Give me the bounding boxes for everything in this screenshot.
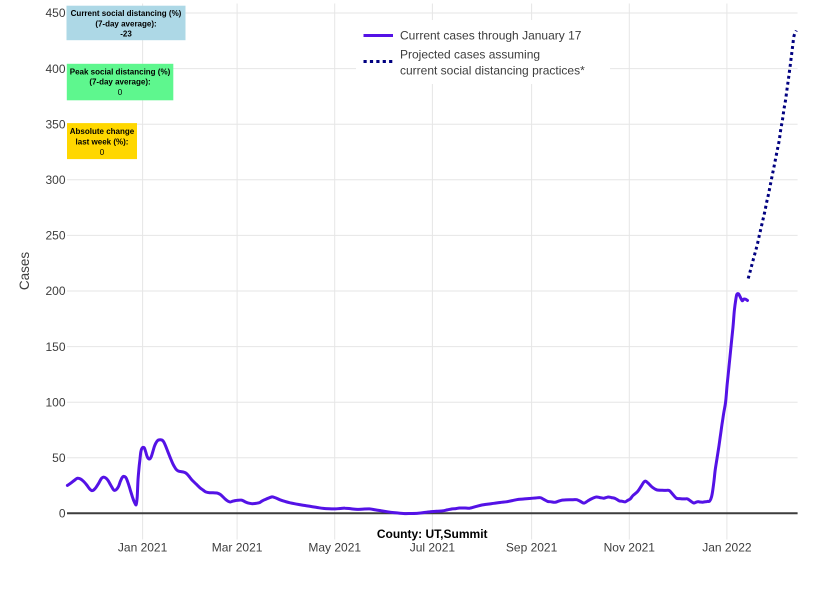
svg-text:(7-day average):: (7-day average): [95, 19, 156, 28]
svg-text:Current social distancing (%): Current social distancing (%) [71, 9, 182, 18]
svg-text:350: 350 [45, 117, 65, 131]
svg-text:150: 150 [45, 340, 65, 354]
svg-text:450: 450 [45, 6, 65, 20]
svg-text:200: 200 [45, 284, 65, 298]
svg-text:Projected cases assuming: Projected cases assuming [400, 47, 540, 61]
svg-text:400: 400 [45, 62, 65, 76]
svg-text:Jul 2021: Jul 2021 [410, 541, 456, 555]
svg-text:Cases: Cases [17, 252, 32, 291]
svg-text:0: 0 [59, 507, 66, 521]
svg-text:Sep 2021: Sep 2021 [506, 541, 558, 555]
svg-text:300: 300 [45, 173, 65, 187]
svg-text:current social distancing prac: current social distancing practices* [400, 64, 585, 78]
svg-text:0: 0 [118, 88, 123, 97]
svg-text:100: 100 [45, 395, 65, 409]
svg-text:Current cases through January: Current cases through January 17 [400, 29, 582, 43]
svg-text:50: 50 [52, 451, 66, 465]
svg-text:Jan 2021: Jan 2021 [118, 541, 168, 555]
svg-text:Nov 2021: Nov 2021 [604, 541, 656, 555]
svg-text:last week (%):: last week (%): [76, 138, 129, 147]
svg-text:Peak social distancing (%): Peak social distancing (%) [70, 67, 171, 76]
svg-text:250: 250 [45, 229, 65, 243]
svg-text:(7-day average):: (7-day average): [89, 78, 150, 87]
svg-text:May 2021: May 2021 [308, 541, 361, 555]
svg-text:-23: -23 [120, 30, 132, 39]
svg-text:Jan 2022: Jan 2022 [702, 541, 752, 555]
svg-text:County: UT,Summit: County: UT,Summit [377, 527, 488, 541]
svg-text:Mar 2021: Mar 2021 [212, 541, 263, 555]
svg-text:Absolute change: Absolute change [70, 127, 135, 136]
svg-text:0: 0 [100, 148, 105, 157]
